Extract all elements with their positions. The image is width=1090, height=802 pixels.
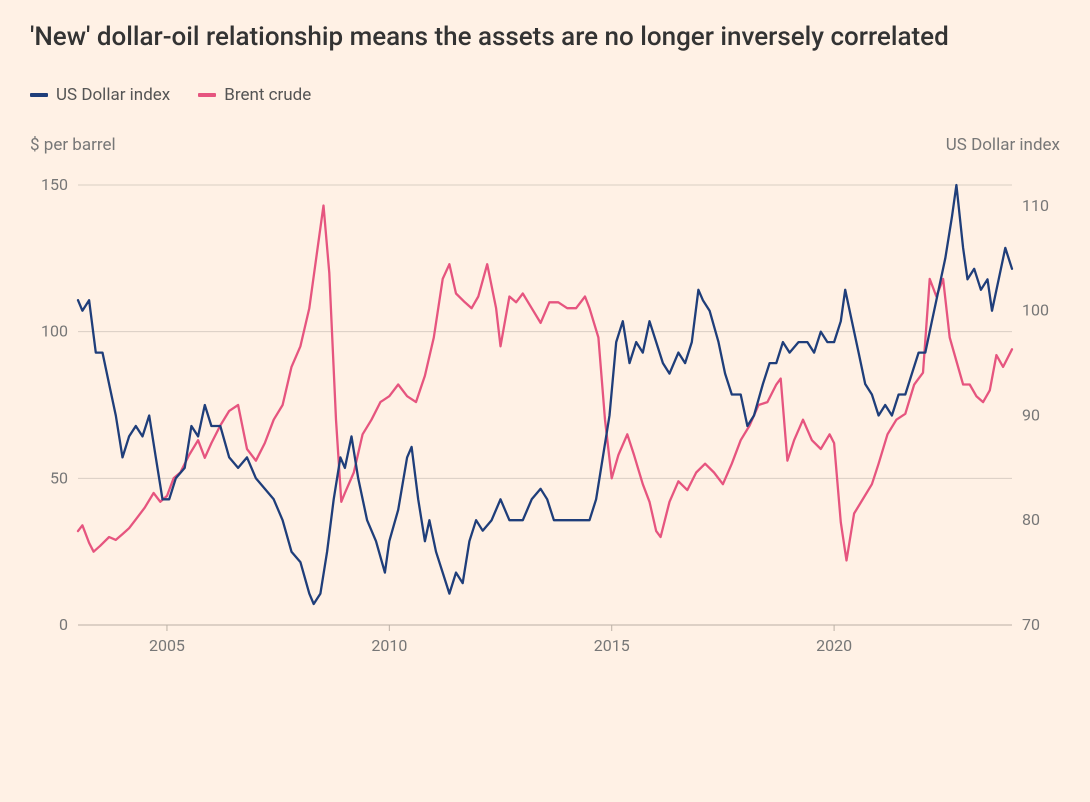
legend-swatch-usd [30, 93, 48, 97]
ytick-left: 100 [41, 322, 68, 341]
ytick-left: 150 [41, 175, 68, 194]
plot-svg: 0 50 100 150 70 80 90 100 110 2005 2010 2015 2020 [30, 165, 1060, 665]
xtick: 2005 [149, 636, 185, 655]
plot-area: 0 50 100 150 70 80 90 100 110 2005 2010 2015 2020 [30, 165, 1060, 665]
chart-card: 'New' dollar-oil relationship means the … [0, 0, 1090, 802]
ytick-right: 100 [1022, 301, 1049, 320]
axis-title-row: $ per barrel US Dollar index [30, 135, 1060, 155]
ytick-right: 80 [1022, 510, 1040, 529]
chart-legend: US Dollar index Brent crude [30, 85, 1060, 105]
legend-swatch-brent [198, 93, 216, 97]
xtick: 2015 [594, 636, 630, 655]
axis-title-right: US Dollar index [946, 135, 1060, 155]
xtick: 2020 [816, 636, 852, 655]
ytick-right: 70 [1022, 615, 1040, 634]
xtick: 2010 [371, 636, 407, 655]
series-brent [78, 206, 1012, 561]
legend-label-brent: Brent crude [224, 85, 311, 105]
axis-title-left: $ per barrel [30, 135, 116, 155]
legend-item-usd: US Dollar index [30, 85, 170, 105]
ytick-right: 110 [1022, 196, 1049, 215]
legend-label-usd: US Dollar index [56, 85, 170, 105]
legend-item-brent: Brent crude [198, 85, 311, 105]
ytick-left: 0 [59, 615, 68, 634]
chart-title: 'New' dollar-oil relationship means the … [30, 20, 1060, 55]
ytick-right: 90 [1022, 406, 1040, 425]
series-usd [78, 185, 1012, 604]
ytick-left: 50 [50, 468, 68, 487]
